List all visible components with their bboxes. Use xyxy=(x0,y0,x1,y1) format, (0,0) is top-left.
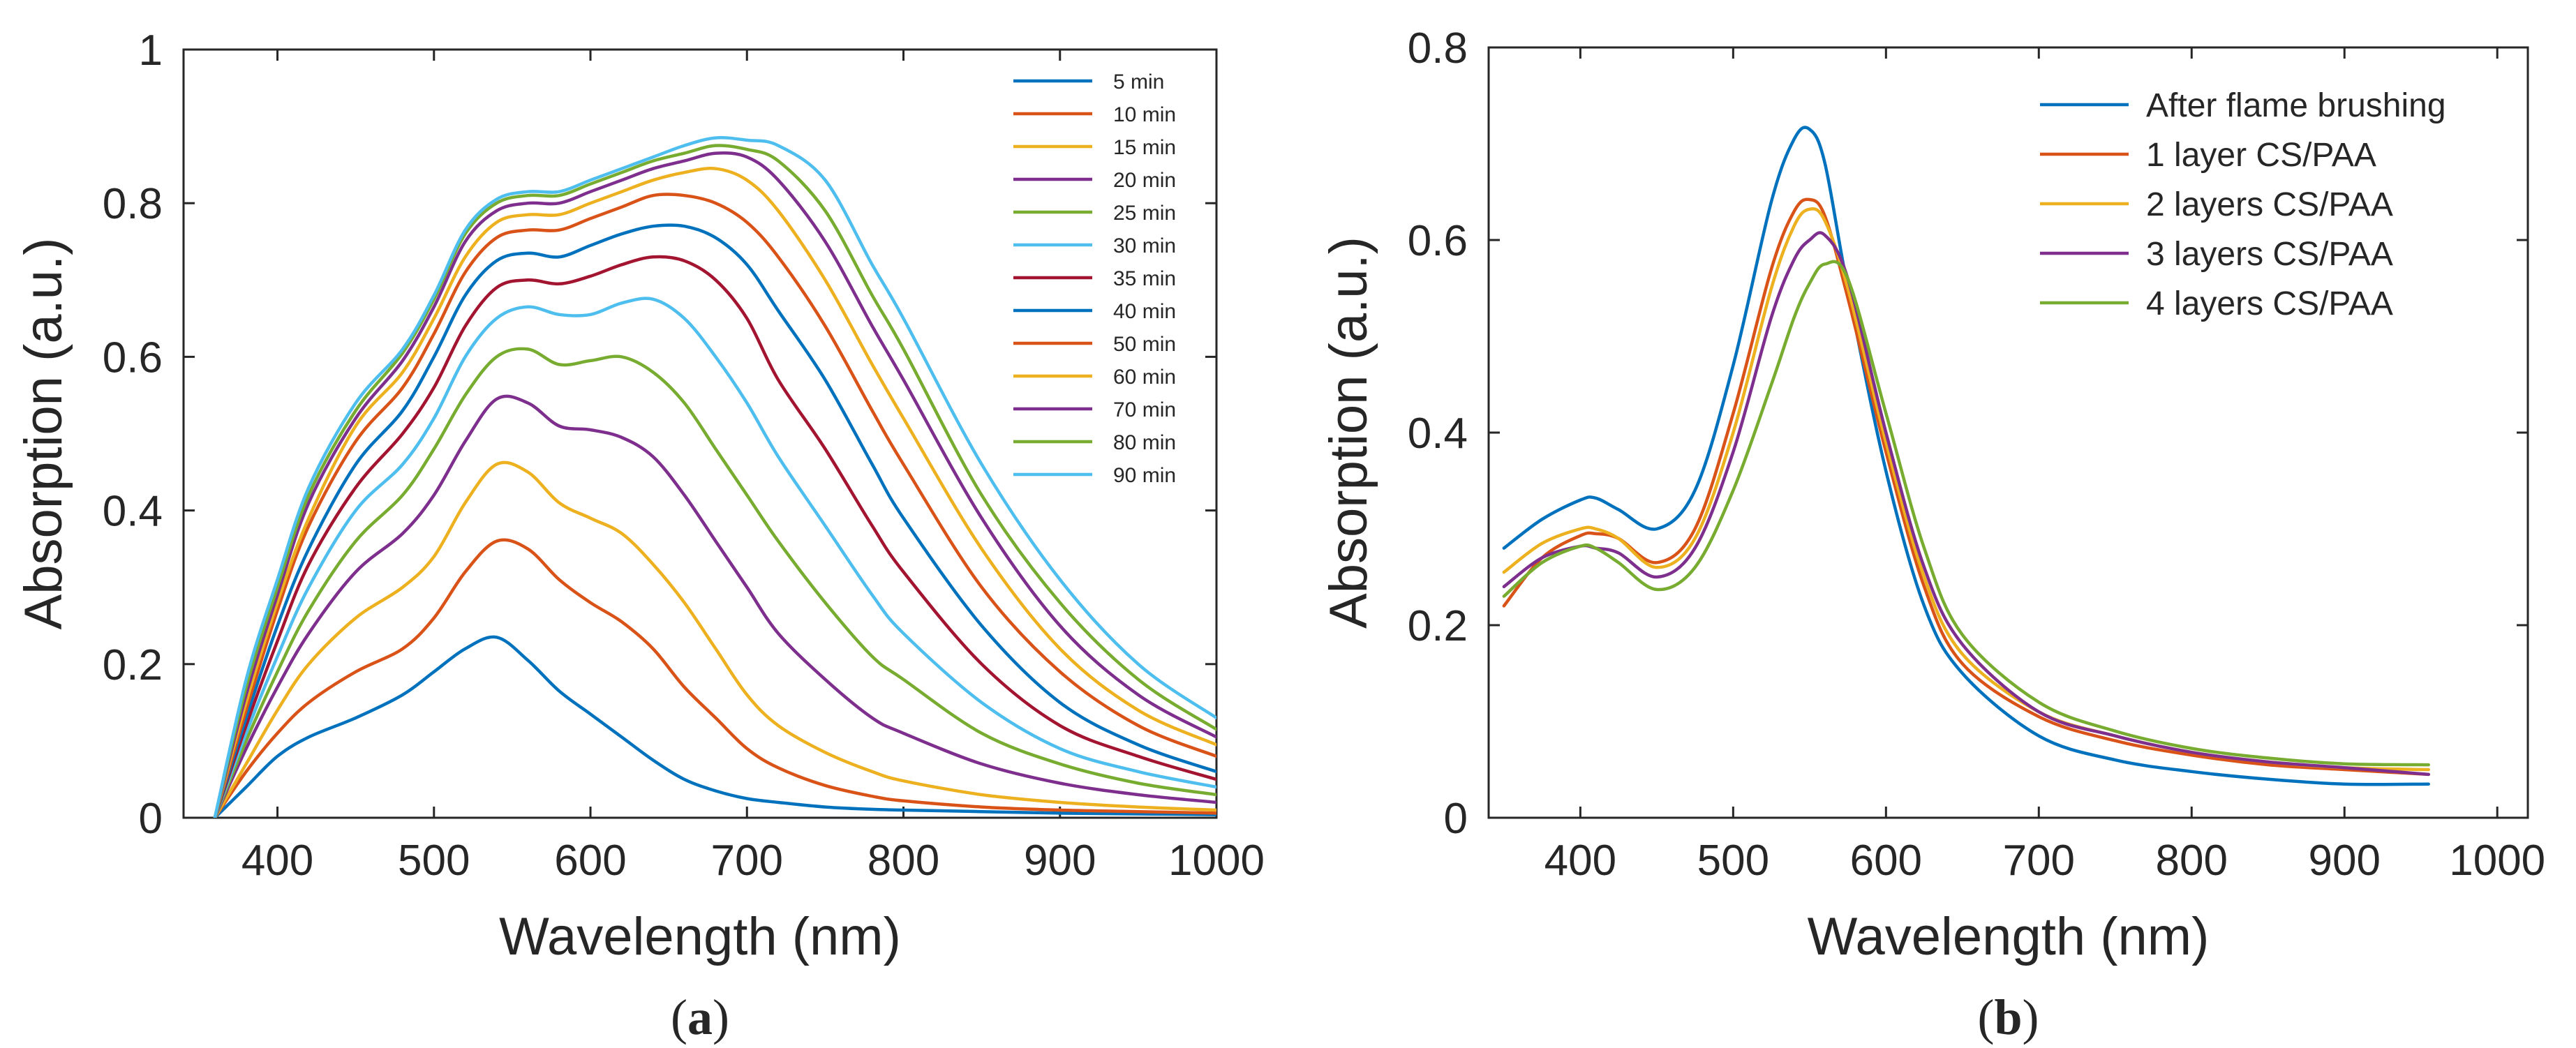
series-line xyxy=(213,538,1216,818)
series-line xyxy=(213,255,1216,818)
panel-label-letter: a xyxy=(687,989,713,1045)
x-tick-label: 700 xyxy=(711,837,783,885)
legend: After flame brushing 1 layer CS/PAA 2 laye… xyxy=(2040,87,2446,322)
x-tick-label: 600 xyxy=(554,837,626,885)
x-tick-label: 500 xyxy=(1697,837,1769,885)
y-tick-label: 1 xyxy=(139,27,163,75)
x-tick-label: 800 xyxy=(868,837,939,885)
series-line xyxy=(213,223,1216,818)
x-tick-label: 400 xyxy=(1544,837,1616,885)
y-tick-label: 0 xyxy=(139,795,163,843)
legend-label: 10 min xyxy=(1113,103,1176,126)
series-line xyxy=(213,394,1216,818)
series-line xyxy=(1502,126,2430,786)
legend-label: 30 min xyxy=(1113,234,1176,257)
panel-label: (a) xyxy=(671,989,729,1045)
panel-label-letter: b xyxy=(1994,989,2022,1045)
x-axis-title: Wavelength (nm) xyxy=(499,907,901,966)
series-line xyxy=(1502,231,2430,777)
series-line xyxy=(213,144,1216,818)
y-tick-label: 0.6 xyxy=(103,334,163,382)
legend-label: 35 min xyxy=(1113,267,1176,290)
legend-label: 1 layer CS/PAA xyxy=(2146,137,2376,174)
series-line xyxy=(213,461,1216,818)
legend-label: 25 min xyxy=(1113,202,1176,225)
x-tick-label: 800 xyxy=(2156,837,2228,885)
legend: 5 min 10 min 15 min 20 min 25 min 30 min 35 mi… xyxy=(1013,70,1176,487)
x-tick-label: 1000 xyxy=(2449,837,2545,885)
y-tick-label: 0.6 xyxy=(1408,217,1468,265)
x-tick-label: 500 xyxy=(398,837,470,885)
x-tick-label: 600 xyxy=(1850,837,1922,885)
y-tick-label: 0.2 xyxy=(103,641,163,689)
panel-label-close: ) xyxy=(2023,989,2039,1045)
legend-label: 5 min xyxy=(1113,70,1164,93)
legend-label: 3 layers CS/PAA xyxy=(2146,236,2393,273)
x-tick-label: 1000 xyxy=(1168,837,1265,885)
y-tick-label: 0.8 xyxy=(1408,24,1468,73)
x-axis-title: Wavelength (nm) xyxy=(1808,907,2210,966)
series-line xyxy=(213,193,1216,818)
plot-frame xyxy=(182,48,1218,819)
y-tick-label: 0 xyxy=(1444,795,1468,843)
legend-label: 20 min xyxy=(1113,169,1176,192)
series-lines xyxy=(213,136,1216,818)
panel-b: 400 500 600 700 800 900 1000 0 0.2 0.4 0.6 0.8 Wavel… xyxy=(1319,24,2545,1045)
series-line xyxy=(213,151,1216,818)
series-line xyxy=(213,297,1216,818)
legend-label: 60 min xyxy=(1113,366,1176,389)
x-tick-label: 900 xyxy=(2309,837,2381,885)
x-tick-label: 700 xyxy=(2003,837,2075,885)
y-tick-label: 0.8 xyxy=(103,180,163,228)
legend-label: 2 layers CS/PAA xyxy=(2146,186,2393,223)
series-line xyxy=(1502,260,2430,767)
legend-label: 4 layers CS/PAA xyxy=(2146,285,2393,322)
panel-label-open: ( xyxy=(1977,989,1994,1045)
legend-label: 40 min xyxy=(1113,300,1176,323)
legend-label: 70 min xyxy=(1113,398,1176,421)
legend-label: 80 min xyxy=(1113,431,1176,454)
y-tick-label: 0.2 xyxy=(1408,602,1468,650)
y-tick-label: 0.4 xyxy=(1408,410,1468,458)
legend-label: After flame brushing xyxy=(2146,87,2446,124)
panel-label: (b) xyxy=(1977,989,2039,1045)
series-line xyxy=(213,136,1216,818)
legend-label: 15 min xyxy=(1113,136,1176,159)
x-tick-label: 400 xyxy=(241,837,313,885)
series-line xyxy=(213,167,1216,818)
panel-a: 400 500 600 700 800 900 1000 0 0.2 0.4 0.6 0.8 1 Wave… xyxy=(14,27,1265,1045)
panel-label-close: ) xyxy=(713,989,729,1045)
x-tick-label: 900 xyxy=(1024,837,1096,885)
series-line xyxy=(213,635,1216,818)
legend-label: 50 min xyxy=(1113,333,1176,356)
series-lines xyxy=(1502,126,2430,786)
y-axis-title: Absorption (a.u.) xyxy=(14,238,73,630)
panel-label-open: ( xyxy=(671,989,687,1045)
y-tick-label: 0.4 xyxy=(103,488,163,536)
y-axis-title: Absorption (a.u.) xyxy=(1319,237,1378,629)
series-line xyxy=(213,347,1216,818)
legend-label: 90 min xyxy=(1113,464,1176,487)
